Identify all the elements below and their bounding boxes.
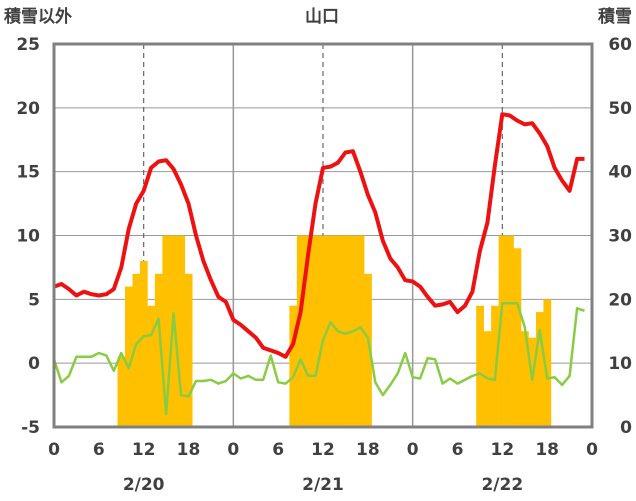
x-tick-1: 6 [93,440,105,460]
right-tick-5: 50 [608,99,632,119]
x-tick-0: 0 [48,440,60,460]
snow-bar-5 [154,273,163,427]
plot-frame [52,42,594,429]
snow-bar-28 [528,337,537,427]
left-tick-0: -5 [21,418,40,438]
chart-title: 山口 [305,7,339,27]
precipitation-line [52,301,585,416]
left-tick-3: 10 [16,227,40,247]
snow-depth-bars [117,235,552,427]
snow-bar-13 [311,235,320,427]
left-tick-2: 5 [28,290,40,310]
x-tick-2: 12 [132,440,156,460]
right-axis-label: 積雪 [598,6,632,27]
snow-bar-6 [162,235,171,427]
snow-bar-11 [296,235,305,427]
right-tick-4: 40 [608,163,632,183]
x-axis-ticks: 0 6 12 18 0 6 12 18 0 6 12 18 0 [48,440,598,460]
left-tick-5: 20 [16,99,40,119]
snow-bar-25 [506,235,514,427]
snow-bar-2 [132,273,141,427]
left-tick-4: 15 [16,163,40,183]
right-tick-1: 10 [608,354,632,374]
right-tick-6: 60 [608,35,632,55]
snow-bar-21 [476,305,484,427]
snow-bar-0 [117,356,126,427]
left-tick-1: 0 [28,354,40,374]
snow-bar-26 [513,248,522,427]
x-tick-6: 12 [311,440,335,460]
snow-bar-7 [169,235,178,427]
snow-bar-14 [319,235,328,427]
x-tick-11: 18 [535,440,559,460]
x-tick-3: 18 [177,440,201,460]
snow-bar-17 [341,235,350,427]
snow-bar-20 [364,273,372,427]
snow-bar-4 [147,305,156,427]
x-tick-5: 6 [272,440,284,460]
temperature-line [53,112,585,359]
snow-bar-8 [177,235,186,427]
snow-bar-30 [543,299,552,427]
date-label-1: 2/21 [302,475,344,495]
snow-bar-24 [498,235,507,427]
snow-bar-3 [139,261,148,427]
x-tick-7: 18 [356,440,380,460]
snow-bar-1 [124,286,133,427]
x-tick-9: 6 [452,440,464,460]
left-axis-label: 積雪以外 [4,6,72,27]
snow-bar-10 [289,305,298,427]
x-tick-4: 0 [227,440,239,460]
snow-bar-15 [326,235,335,427]
snow-bar-9 [184,273,193,427]
left-axis-ticks: -5 0 5 10 15 20 25 [16,35,40,438]
right-tick-0: 0 [620,418,632,438]
x-tick-8: 0 [407,440,419,460]
date-label-0: 2/20 [123,475,165,495]
date-labels: 2/20 2/21 2/22 [123,475,523,495]
x-tick-10: 12 [490,440,514,460]
snow-bar-27 [521,331,529,427]
right-tick-3: 30 [608,227,632,247]
date-label-2: 2/22 [481,475,523,495]
snow-bar-12 [304,235,313,427]
snow-bar-19 [356,235,365,427]
left-tick-6: 25 [16,35,40,55]
right-tick-2: 20 [608,290,632,310]
right-axis-ticks: 0 10 20 30 40 50 60 [608,35,632,438]
snow-bar-29 [535,312,544,427]
x-tick-12: 0 [586,440,598,460]
